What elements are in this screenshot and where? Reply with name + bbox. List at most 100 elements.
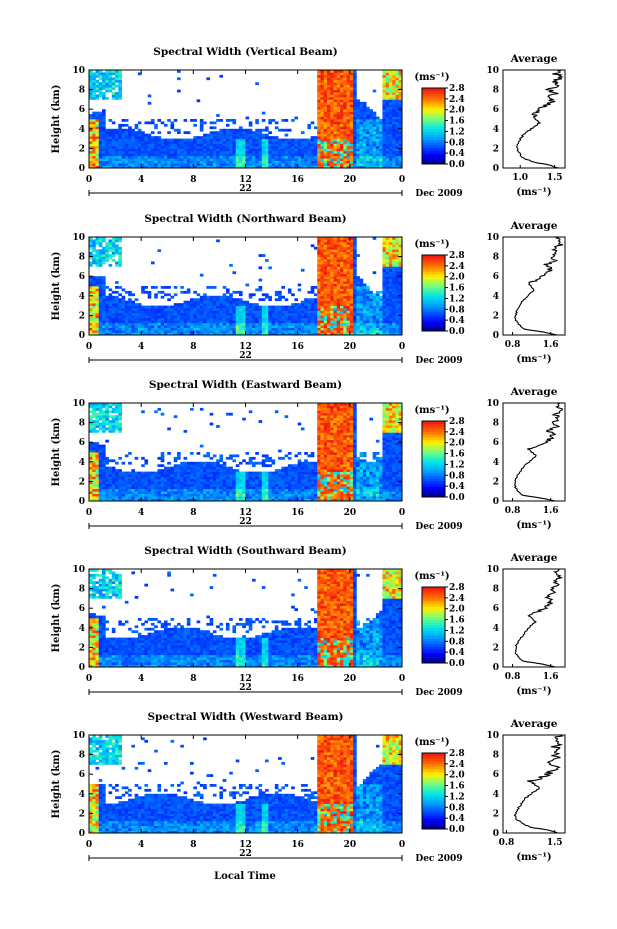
heatmap-cell [330, 74, 334, 78]
heatmap-cell [333, 121, 338, 125]
heatmap-cell [235, 131, 240, 135]
heatmap-cell [89, 256, 93, 260]
heatmap-cell [346, 251, 351, 255]
heatmap-cell [333, 148, 338, 152]
heatmap-cell [108, 153, 113, 157]
heatmap-cell [388, 153, 393, 157]
heatmap-cell [349, 286, 354, 289]
heatmap-cell [108, 493, 113, 497]
heatmap-cell [307, 317, 312, 321]
heatmap-cell [222, 317, 227, 321]
heatmap-cell [385, 153, 390, 157]
heatmap-cell [206, 330, 210, 333]
heatmap-cell [287, 150, 292, 154]
heatmap-cell [291, 119, 295, 122]
heatmap-cell [388, 239, 393, 243]
heatmap-cell [349, 241, 354, 245]
heatmap-cell [304, 310, 308, 314]
date-label: Dec 2009 [415, 356, 462, 366]
heatmap-cell [154, 330, 158, 333]
heatmap-cell [173, 145, 178, 149]
heatmap-cell [284, 332, 289, 336]
heatmap-cell [157, 407, 162, 411]
heatmap-cell [111, 160, 116, 164]
heatmap-cell [108, 305, 113, 309]
heatmap-cell [173, 143, 178, 147]
heatmap-cell [102, 300, 106, 304]
heatmap-cell [115, 325, 119, 328]
heatmap-cell [395, 322, 400, 326]
heatmap-cell [137, 150, 142, 154]
heatmap-cell [144, 317, 149, 321]
heatmap-cell [95, 310, 100, 314]
heatmap-cell [160, 308, 165, 311]
heatmap-cell [317, 77, 321, 81]
heatmap-cell [362, 123, 367, 127]
heatmap-cell [95, 300, 100, 304]
heatmap-cell [98, 163, 103, 166]
heatmap-cell [242, 163, 246, 166]
heatmap-cell [89, 160, 93, 164]
heatmap-cell [98, 283, 103, 287]
heatmap-cell [95, 442, 100, 445]
heatmap-cell [245, 150, 250, 154]
heatmap-cell [242, 160, 246, 164]
heatmap-cell [327, 114, 331, 117]
heatmap-cell [375, 121, 380, 125]
heatmap-cell [346, 136, 351, 139]
heatmap-cell [216, 133, 220, 137]
heatmap-cell [278, 160, 282, 164]
heatmap-cell [170, 153, 175, 157]
heatmap-cell [343, 72, 347, 76]
heatmap-cell [242, 308, 246, 311]
heatmap-cell [229, 305, 233, 309]
heatmap-cell [375, 332, 380, 336]
heatmap-cell [144, 315, 149, 319]
heatmap-cell [154, 293, 158, 297]
heatmap-cell [225, 332, 230, 336]
heatmap-cell [137, 165, 142, 169]
heatmap-cell [300, 138, 305, 142]
heatmap-cell [137, 310, 142, 314]
heatmap-cell [147, 148, 152, 152]
heatmap-cell [102, 96, 106, 100]
heatmap-cell [95, 153, 100, 157]
avg-y-tick-label: 2 [493, 311, 499, 321]
heatmap-cell [98, 145, 103, 149]
heatmap-cell [190, 298, 194, 302]
heatmap-cell [111, 315, 116, 319]
heatmap-cell [186, 312, 191, 316]
heatmap-cell [92, 283, 96, 287]
heatmap-cell [92, 317, 96, 321]
heatmap-cell [193, 305, 197, 309]
heatmap-cell [317, 148, 321, 152]
heatmap-cell [111, 327, 116, 331]
heatmap-cell [313, 160, 318, 164]
heatmap-cell [199, 312, 204, 316]
heatmap-cell [89, 427, 93, 431]
heatmap-cell [307, 332, 312, 336]
heatmap-cell [150, 308, 155, 311]
heatmap-cell [265, 325, 269, 328]
heatmap-cell [388, 109, 393, 112]
heatmap-cell [222, 131, 227, 135]
heatmap-cell [395, 158, 400, 161]
heatmap-cell [203, 150, 207, 154]
heatmap-cell [225, 160, 230, 164]
heatmap-cell [232, 121, 237, 125]
heatmap-cell [310, 138, 315, 142]
heatmap-cell [137, 155, 142, 159]
heatmap-cell [398, 77, 403, 81]
heatmap-cell [209, 317, 214, 321]
heatmap-cell [196, 310, 201, 314]
heatmap-cell [89, 493, 93, 497]
heatmap-cell [346, 87, 351, 90]
heatmap-cell [238, 332, 243, 336]
heatmap-cell [392, 300, 396, 304]
heatmap-cell [343, 263, 347, 267]
heatmap-cell [163, 308, 168, 311]
heatmap-cell [105, 148, 109, 152]
heatmap-cell [323, 325, 328, 328]
heatmap-cell [385, 114, 390, 117]
heatmap-cell [95, 128, 100, 132]
